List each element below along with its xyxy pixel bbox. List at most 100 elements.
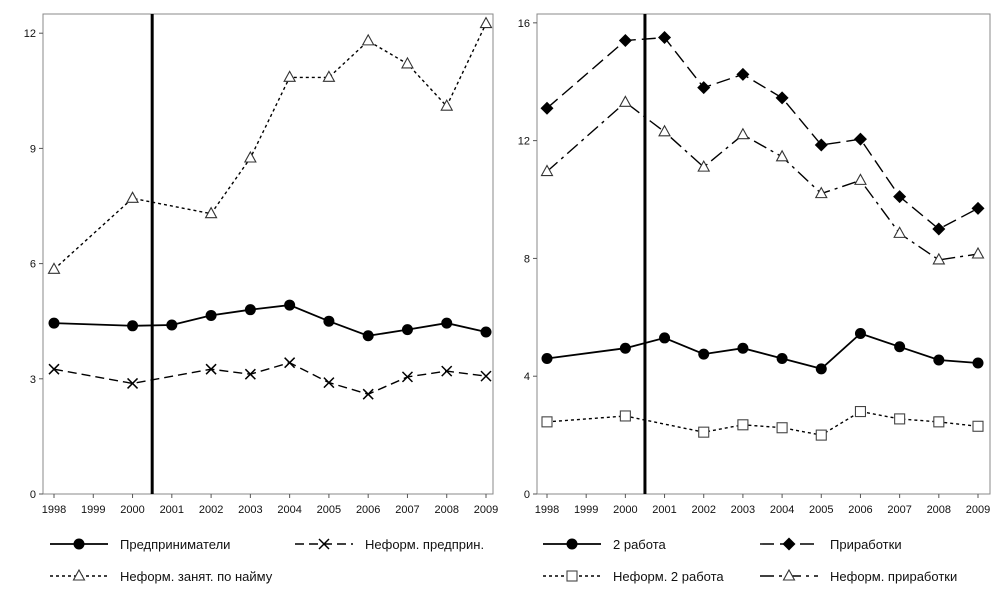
data-point: [48, 363, 60, 375]
x-tick-label: 2009: [966, 504, 990, 516]
y-tick-label: 16: [518, 18, 530, 30]
data-point: [362, 330, 374, 342]
data-point: [776, 422, 788, 434]
data-point: [854, 173, 867, 185]
data-point: [204, 206, 218, 219]
x-tick-label: 2003: [238, 504, 262, 516]
y-tick-label: 0: [524, 489, 530, 501]
legend-label: Приработки: [830, 537, 902, 552]
series-line: [546, 410, 979, 436]
data-point: [540, 164, 554, 177]
x-tick-label: 2006: [356, 504, 380, 516]
data-point: [361, 33, 375, 46]
data-point: [658, 124, 671, 137]
data-point: [284, 357, 296, 369]
legend-label: Неформ. предприн.: [365, 537, 484, 552]
data-point: [283, 70, 297, 82]
data-point: [362, 388, 374, 400]
x-tick-label: 2008: [927, 504, 951, 516]
data-point: [243, 150, 257, 163]
data-point: [541, 416, 553, 428]
legend-label: Неформ. приработки: [830, 569, 957, 584]
data-point: [697, 159, 711, 172]
data-point: [932, 252, 946, 265]
data-point: [698, 426, 710, 438]
x-tick-label: 1998: [42, 504, 66, 516]
y-tick-label: 8: [524, 253, 530, 265]
data-point: [480, 370, 492, 382]
legend-item: 2 работа: [543, 537, 667, 552]
data-point: [441, 365, 453, 377]
legend-item: Приработки: [760, 537, 902, 552]
legend-marker: [782, 537, 796, 551]
x-tick-label: 2000: [613, 504, 637, 516]
series-3: [47, 16, 493, 274]
data-point: [323, 315, 335, 327]
legend-item: Неформ. приработки: [760, 568, 957, 584]
data-point: [401, 56, 414, 69]
plot-frame: [42, 13, 494, 495]
data-point: [854, 405, 867, 418]
data-point: [244, 304, 256, 316]
legend-label: Предприниматели: [120, 537, 230, 552]
legend-marker: [73, 538, 85, 550]
x-tick-label: 2008: [434, 504, 458, 516]
x-tick-label: 2007: [887, 504, 911, 516]
left-chart-panel: 0 3 6 9 12 1998 1999 2000 2001 2002 2003 2004 2005 20…: [24, 13, 498, 584]
y-tick-label: 3: [30, 374, 36, 386]
data-point: [166, 319, 178, 331]
x-tick-label: 2000: [120, 504, 144, 516]
data-point: [814, 186, 828, 199]
legend-label: Неформ. занят. по найму: [120, 569, 273, 584]
y-tick-label: 0: [30, 489, 36, 501]
data-point: [736, 67, 750, 81]
legend-marker: [566, 538, 578, 550]
data-point: [775, 149, 789, 162]
data-point: [541, 353, 553, 365]
data-point: [618, 34, 632, 48]
y-tick-label: 6: [30, 259, 36, 271]
legend-label: 2 работа: [613, 537, 667, 552]
x-tick-label: 1999: [574, 504, 598, 516]
data-point: [479, 16, 493, 29]
series-1: [48, 299, 492, 342]
series-1: [541, 328, 984, 375]
data-point: [737, 419, 749, 431]
data-point: [933, 416, 945, 428]
y-tick-label: 4: [524, 371, 530, 383]
data-point: [284, 299, 296, 311]
data-point: [401, 371, 413, 383]
series-line: [53, 304, 487, 337]
legend-label: Неформ. 2 работа: [613, 569, 724, 584]
y-tick-label: 12: [24, 28, 36, 40]
data-point: [737, 342, 749, 354]
legend-item: Неформ. занят. по найму: [50, 568, 273, 584]
series-line: [546, 332, 979, 370]
data-point: [972, 420, 984, 432]
plot-frame: [536, 13, 991, 495]
data-point: [618, 95, 632, 107]
data-point: [736, 127, 750, 140]
x-tick-label: 2005: [317, 504, 341, 516]
data-point: [893, 190, 907, 204]
data-point: [48, 317, 60, 329]
x-tick-label: 1998: [535, 504, 559, 516]
x-tick-label: 2006: [848, 504, 872, 516]
data-point: [205, 363, 217, 375]
data-point: [619, 410, 631, 422]
legend-marker: [72, 568, 86, 581]
data-point: [814, 138, 828, 152]
legend-item: Неформ. предприн.: [295, 537, 484, 552]
data-point: [697, 81, 711, 95]
series-2: [540, 31, 985, 236]
x-tick-label: 2004: [277, 504, 301, 516]
data-point: [971, 246, 985, 259]
x-tick-label: 1999: [81, 504, 105, 516]
series-line: [53, 361, 487, 395]
data-point: [619, 342, 631, 354]
legend-marker: [782, 568, 796, 581]
data-point: [540, 101, 554, 115]
series-line: [53, 23, 487, 270]
series-2: [48, 357, 492, 400]
